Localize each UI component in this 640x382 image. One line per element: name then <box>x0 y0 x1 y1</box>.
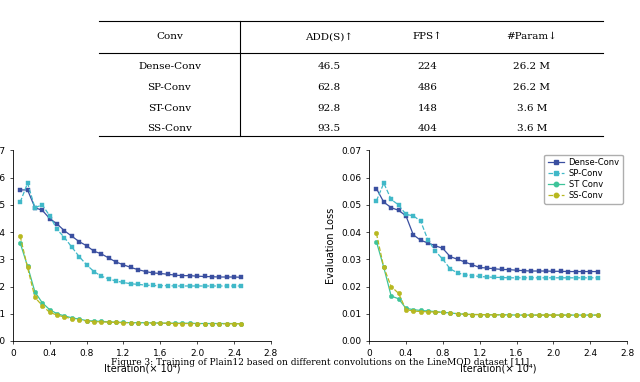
Y-axis label: Evaluation Loss: Evaluation Loss <box>326 207 336 284</box>
X-axis label: Iteration(× 10⁴): Iteration(× 10⁴) <box>104 363 180 373</box>
Text: 404: 404 <box>417 125 438 133</box>
Text: SP-Conv: SP-Conv <box>148 83 191 92</box>
Text: 148: 148 <box>417 104 438 113</box>
Text: #Param↓: #Param↓ <box>506 32 557 41</box>
Text: ST-Conv: ST-Conv <box>148 104 191 113</box>
Legend: Dense-Conv, SP-Conv, ST Conv, SS-Conv: Dense-Conv, SP-Conv, ST Conv, SS-Conv <box>545 155 623 204</box>
Text: ADD(S)↑: ADD(S)↑ <box>305 32 353 41</box>
Text: Dense-Conv: Dense-Conv <box>138 62 201 71</box>
Text: 46.5: 46.5 <box>317 62 340 71</box>
Text: 26.2 M: 26.2 M <box>513 62 550 71</box>
Text: 62.8: 62.8 <box>317 83 340 92</box>
Text: 486: 486 <box>417 83 438 92</box>
Text: 224: 224 <box>417 62 438 71</box>
Text: 3.6 M: 3.6 M <box>516 125 547 133</box>
Text: 3.6 M: 3.6 M <box>516 104 547 113</box>
Text: FPS↑: FPS↑ <box>413 32 442 41</box>
Text: Conv: Conv <box>156 32 183 41</box>
Text: 26.2 M: 26.2 M <box>513 83 550 92</box>
Text: 92.8: 92.8 <box>317 104 340 113</box>
X-axis label: Iteration(× 10⁴): Iteration(× 10⁴) <box>460 363 536 373</box>
Text: Figure 3: Training of Plain12 based on different convolutions on the LineMOD dat: Figure 3: Training of Plain12 based on d… <box>111 358 529 367</box>
Text: SS-Conv: SS-Conv <box>147 125 192 133</box>
Text: 93.5: 93.5 <box>317 125 340 133</box>
